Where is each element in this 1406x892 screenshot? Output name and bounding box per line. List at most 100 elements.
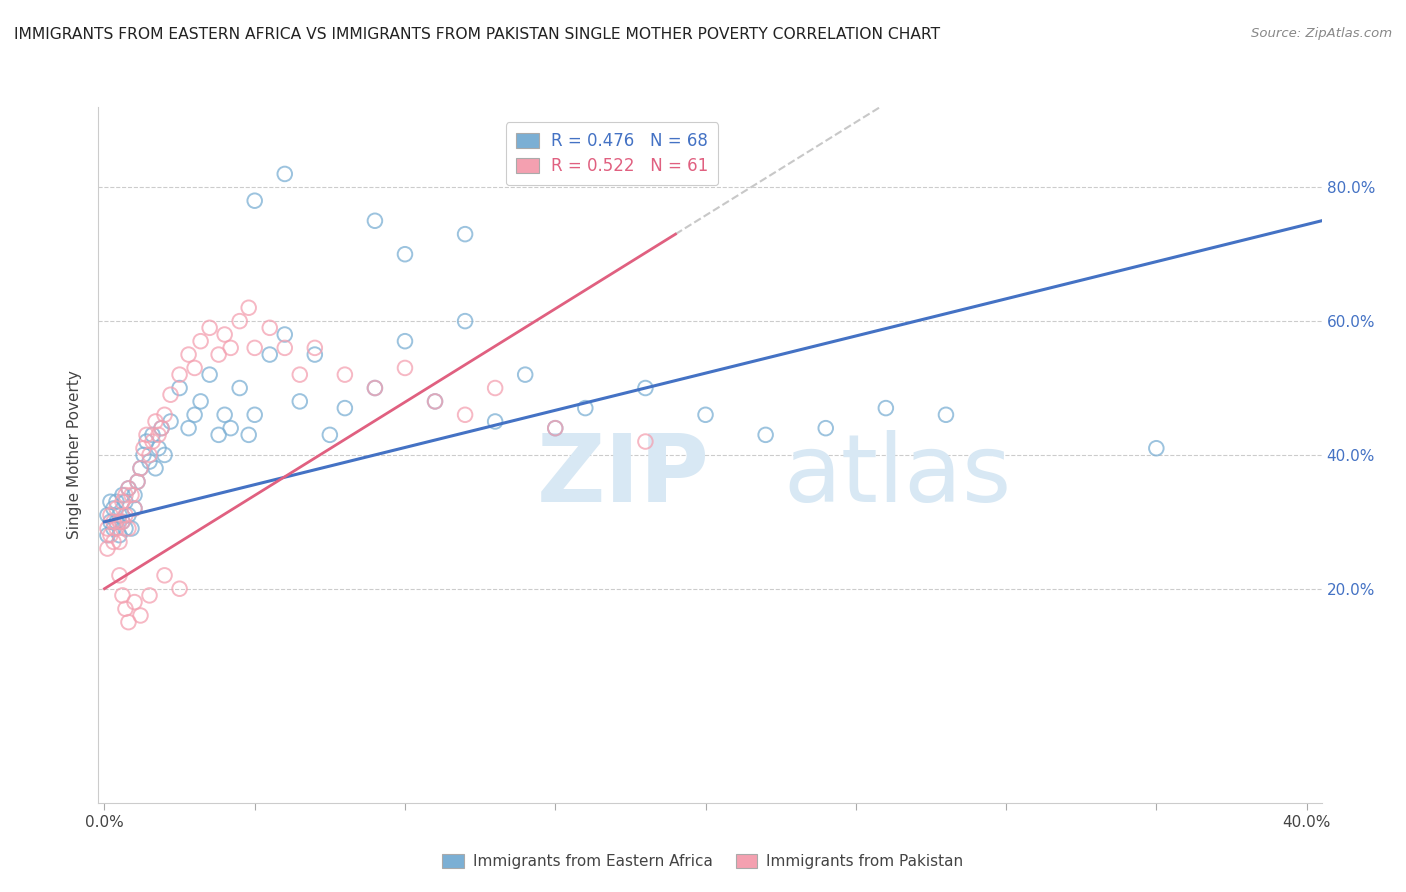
Point: [243, 341, 266, 355]
Point: [135, 428, 157, 442]
Point: [117, 482, 139, 496]
Point: [108, 568, 131, 582]
Point: [121, 521, 143, 535]
Text: ZIP: ZIP: [537, 430, 710, 522]
Point: [141, 428, 163, 442]
Point: [198, 321, 221, 335]
Point: [259, 321, 281, 335]
Text: IMMIGRANTS FROM EASTERN AFRICA VS IMMIGRANTS FROM PAKISTAN SINGLE MOTHER POVERTY: IMMIGRANTS FROM EASTERN AFRICA VS IMMIGR…: [14, 27, 941, 42]
Point: [127, 475, 149, 489]
Text: atlas: atlas: [783, 430, 1012, 522]
Point: [117, 521, 139, 535]
Point: [145, 414, 167, 429]
Point: [304, 348, 326, 362]
Point: [153, 408, 176, 422]
Point: [108, 508, 131, 523]
Point: [103, 501, 125, 516]
Point: [132, 448, 155, 462]
Point: [274, 327, 297, 342]
Y-axis label: Single Mother Poverty: Single Mother Poverty: [67, 370, 83, 540]
Point: [454, 314, 477, 328]
Point: [100, 528, 122, 542]
Point: [274, 341, 297, 355]
Point: [148, 428, 170, 442]
Point: [103, 515, 125, 529]
Point: [159, 387, 181, 401]
Point: [141, 434, 163, 449]
Point: [108, 515, 131, 529]
Point: [121, 488, 143, 502]
Point: [96, 508, 118, 523]
Point: [304, 341, 326, 355]
Point: [129, 608, 152, 623]
Point: [153, 568, 176, 582]
Point: [333, 401, 356, 416]
Point: [423, 394, 446, 409]
Point: [288, 394, 311, 409]
Point: [190, 334, 212, 349]
Point: [124, 488, 146, 502]
Point: [129, 461, 152, 475]
Point: [544, 421, 567, 435]
Point: [364, 214, 387, 228]
Point: [875, 401, 897, 416]
Point: [484, 381, 506, 395]
Point: [634, 434, 657, 449]
Point: [228, 314, 250, 328]
Point: [138, 589, 160, 603]
Point: [259, 348, 281, 362]
Point: [169, 381, 191, 395]
Point: [214, 408, 236, 422]
Point: [153, 448, 176, 462]
Point: [145, 461, 167, 475]
Point: [454, 227, 477, 242]
Point: [114, 488, 136, 502]
Point: [319, 428, 342, 442]
Point: [183, 408, 205, 422]
Point: [132, 442, 155, 455]
Point: [150, 421, 173, 435]
Point: [96, 521, 118, 535]
Point: [484, 414, 506, 429]
Point: [190, 394, 212, 409]
Point: [515, 368, 537, 382]
Point: [105, 515, 128, 529]
Point: [159, 414, 181, 429]
Point: [634, 381, 657, 395]
Point: [111, 515, 134, 529]
Point: [423, 394, 446, 409]
Point: [124, 595, 146, 609]
Point: [228, 381, 250, 395]
Point: [100, 508, 122, 523]
Point: [124, 501, 146, 516]
Point: [454, 408, 477, 422]
Point: [177, 348, 200, 362]
Point: [394, 361, 416, 376]
Point: [243, 408, 266, 422]
Point: [935, 408, 957, 422]
Point: [198, 368, 221, 382]
Point: [103, 535, 125, 549]
Point: [364, 381, 387, 395]
Point: [169, 368, 191, 382]
Point: [100, 515, 122, 529]
Point: [814, 421, 837, 435]
Text: Source: ZipAtlas.com: Source: ZipAtlas.com: [1251, 27, 1392, 40]
Point: [755, 428, 778, 442]
Point: [219, 341, 242, 355]
Point: [169, 582, 191, 596]
Point: [138, 448, 160, 462]
Point: [105, 501, 128, 516]
Point: [208, 428, 231, 442]
Point: [127, 475, 149, 489]
Point: [208, 348, 231, 362]
Point: [150, 421, 173, 435]
Point: [96, 541, 118, 556]
Point: [117, 482, 139, 496]
Legend: R = 0.476   N = 68, R = 0.522   N = 61: R = 0.476 N = 68, R = 0.522 N = 61: [506, 122, 718, 185]
Point: [394, 247, 416, 261]
Point: [114, 602, 136, 616]
Point: [238, 428, 260, 442]
Point: [364, 381, 387, 395]
Point: [183, 361, 205, 376]
